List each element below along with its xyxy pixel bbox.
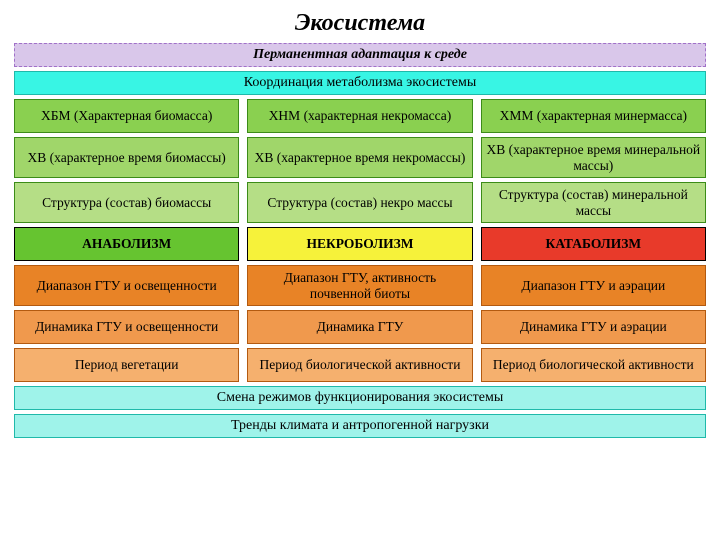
cell-period-3: Период биологической активности	[481, 348, 706, 382]
cell-struct-bio: Структура (состав) биомассы	[14, 182, 239, 223]
cell-dyn-3: Динамика ГТУ и аэрации	[481, 310, 706, 344]
cell-period-2: Период биологической активности	[247, 348, 472, 382]
subtitle-box: Перманентная адаптация к среде	[14, 43, 706, 67]
row-characteristic-time: ХВ (характерное время биомассы) ХВ (хара…	[14, 137, 706, 178]
cell-anabolism: АНАБОЛИЗМ	[14, 227, 239, 261]
cell-hbm: ХБМ (Характерная биомасса)	[14, 99, 239, 133]
cell-struct-min: Структура (состав) минеральной массы	[481, 182, 706, 223]
footer-text-1: Смена режимов функционирования экосистем…	[217, 390, 503, 405]
cell-range-3: Диапазон ГТУ и аэрации	[481, 265, 706, 306]
footer-box-2: Тренды климата и антропогенной нагрузки	[14, 414, 706, 438]
diagram-title: Экосистема	[8, 10, 712, 37]
coord-text: Координация метаболизма экосистемы	[244, 75, 476, 90]
row-processes: АНАБОЛИЗМ НЕКРОБОЛИЗМ КАТАБОЛИЗМ	[14, 227, 706, 261]
cell-struct-necro: Структура (состав) некро массы	[247, 182, 472, 223]
row-dynamics: Динамика ГТУ и освещенности Динамика ГТУ…	[14, 310, 706, 344]
row-period: Период вегетации Период биологической ак…	[14, 348, 706, 382]
subtitle-text: Перманентная адаптация к среде	[253, 47, 467, 62]
cell-hmm: ХММ (характерная минермасса)	[481, 99, 706, 133]
cell-dyn-1: Динамика ГТУ и освещенности	[14, 310, 239, 344]
cell-katabolism: КАТАБОЛИЗМ	[481, 227, 706, 261]
cell-range-2: Диапазон ГТУ, активность почвенной биоты	[247, 265, 472, 306]
footer-box-1: Смена режимов функционирования экосистем…	[14, 386, 706, 410]
row-range: Диапазон ГТУ и освещенности Диапазон ГТУ…	[14, 265, 706, 306]
cell-hv-bio: ХВ (характерное время биомассы)	[14, 137, 239, 178]
row-characteristic-mass: ХБМ (Характерная биомасса) ХНМ (характер…	[14, 99, 706, 133]
cell-necrobolism: НЕКРОБОЛИЗМ	[247, 227, 472, 261]
cell-range-1: Диапазон ГТУ и освещенности	[14, 265, 239, 306]
cell-hv-min: ХВ (характерное время минеральной массы)	[481, 137, 706, 178]
coord-box: Координация метаболизма экосистемы	[14, 71, 706, 95]
row-structure: Структура (состав) биомассы Структура (с…	[14, 182, 706, 223]
cell-hnm: ХНМ (характерная некромасса)	[247, 99, 472, 133]
cell-period-1: Период вегетации	[14, 348, 239, 382]
footer-text-2: Тренды климата и антропогенной нагрузки	[231, 418, 489, 433]
cell-hv-necro: ХВ (характерное время некромассы)	[247, 137, 472, 178]
cell-dyn-2: Динамика ГТУ	[247, 310, 472, 344]
